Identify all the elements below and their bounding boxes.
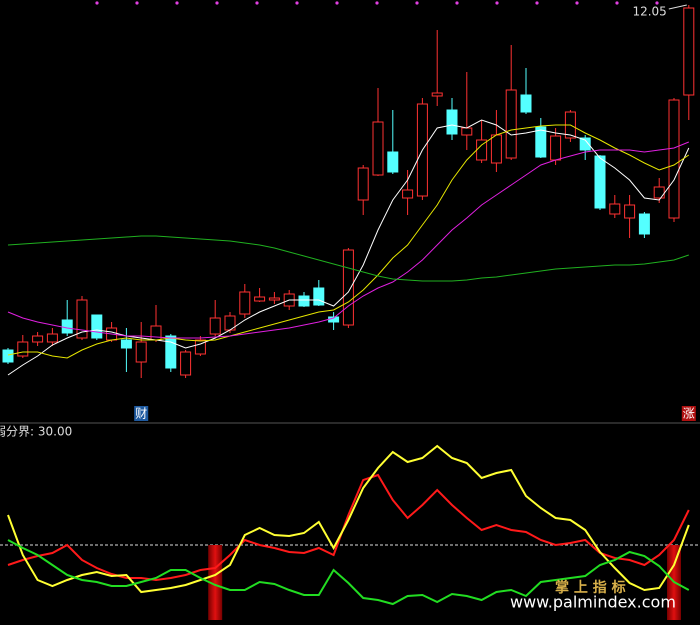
series-line <box>7 119 690 376</box>
candle-body <box>135 341 147 363</box>
watermark-title: 掌 上 指 标 <box>555 579 626 596</box>
candle-body <box>520 94 532 113</box>
candle-body <box>298 295 310 307</box>
candle-body <box>91 314 103 339</box>
candle-body <box>165 335 177 369</box>
top-dot <box>455 1 459 5</box>
candle-body <box>2 349 14 363</box>
candle-body <box>254 296 266 302</box>
marker-label: 涨 <box>683 406 695 421</box>
top-dot <box>215 1 219 5</box>
candle-body <box>653 186 665 199</box>
candle-body <box>461 127 473 136</box>
candle-body <box>61 319 73 334</box>
candle-body <box>402 189 414 199</box>
candle-body <box>387 151 399 173</box>
top-dot <box>135 1 139 5</box>
candle-body <box>76 299 88 339</box>
candle-body <box>120 339 132 349</box>
candle-body <box>579 137 591 151</box>
candle-body <box>490 134 502 164</box>
candle-body <box>32 335 44 343</box>
max-label: 12.05 <box>632 5 666 19</box>
marker-box <box>681 406 696 421</box>
series-line <box>7 444 690 594</box>
candle-body <box>17 341 29 357</box>
marker-label: 财 <box>135 407 147 421</box>
candle-body <box>150 325 162 341</box>
candle-body <box>668 99 680 219</box>
top-dot <box>335 1 339 5</box>
top-dot <box>615 1 619 5</box>
candle-body <box>268 297 280 301</box>
candle-body <box>594 155 606 209</box>
candle-body <box>46 333 58 343</box>
candle-body <box>342 249 354 326</box>
top-dot <box>95 1 99 5</box>
top-dot <box>655 1 659 5</box>
candle-body <box>431 92 443 97</box>
top-dot <box>255 1 259 5</box>
series-line <box>7 539 690 606</box>
candle-body <box>535 126 547 158</box>
candle-body <box>239 291 251 315</box>
candle-body <box>194 339 206 355</box>
series-line <box>7 235 689 282</box>
top-dot <box>375 1 379 5</box>
top-dot <box>415 1 419 5</box>
candle-body <box>372 121 384 176</box>
candle-body <box>180 351 192 376</box>
series-line <box>7 473 690 582</box>
candle-body <box>624 204 636 219</box>
top-dot <box>495 1 499 5</box>
candle-body <box>446 109 458 135</box>
candle-body <box>209 317 221 335</box>
threshold-label: 弱分界: 30.00 <box>0 425 72 439</box>
watermark-url: www.palmindex.com <box>510 593 676 612</box>
top-dot <box>295 1 299 5</box>
series-line <box>7 141 689 339</box>
candle-body <box>683 7 695 96</box>
candle-body <box>505 89 517 159</box>
candle-body <box>638 213 650 235</box>
series-line <box>7 124 690 359</box>
top-dot <box>175 1 179 5</box>
max-pointer <box>668 4 687 10</box>
marker-box <box>134 406 149 421</box>
top-dot <box>535 1 539 5</box>
candle-body <box>550 135 562 161</box>
candle-body <box>313 287 325 306</box>
candle-body <box>357 167 369 201</box>
top-dot <box>575 1 579 5</box>
candle-body <box>609 203 621 215</box>
